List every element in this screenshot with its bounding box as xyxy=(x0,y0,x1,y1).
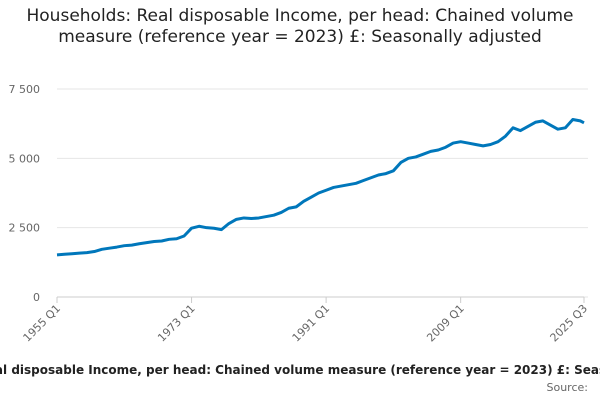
x-tick-label: 1973 Q1 xyxy=(155,302,198,345)
x-tick-label: 2025 Q3 xyxy=(548,302,591,345)
x-tick-label: 1955 Q1 xyxy=(21,302,64,345)
y-tick-label: 7 500 xyxy=(9,83,41,96)
y-tick-label: 2 500 xyxy=(9,222,41,235)
y-tick-label: 5 000 xyxy=(9,152,41,165)
y-tick-label: 0 xyxy=(33,291,40,304)
source: Source: xyxy=(547,381,589,394)
x-tick-label: 2009 Q1 xyxy=(424,302,467,345)
legend-entry: Households: Real disposable Income, per … xyxy=(0,363,600,377)
data-line xyxy=(56,118,585,257)
chart-title: Households: Real disposable Income, per … xyxy=(26,6,574,47)
x-tick-label: 1991 Q1 xyxy=(290,302,333,345)
